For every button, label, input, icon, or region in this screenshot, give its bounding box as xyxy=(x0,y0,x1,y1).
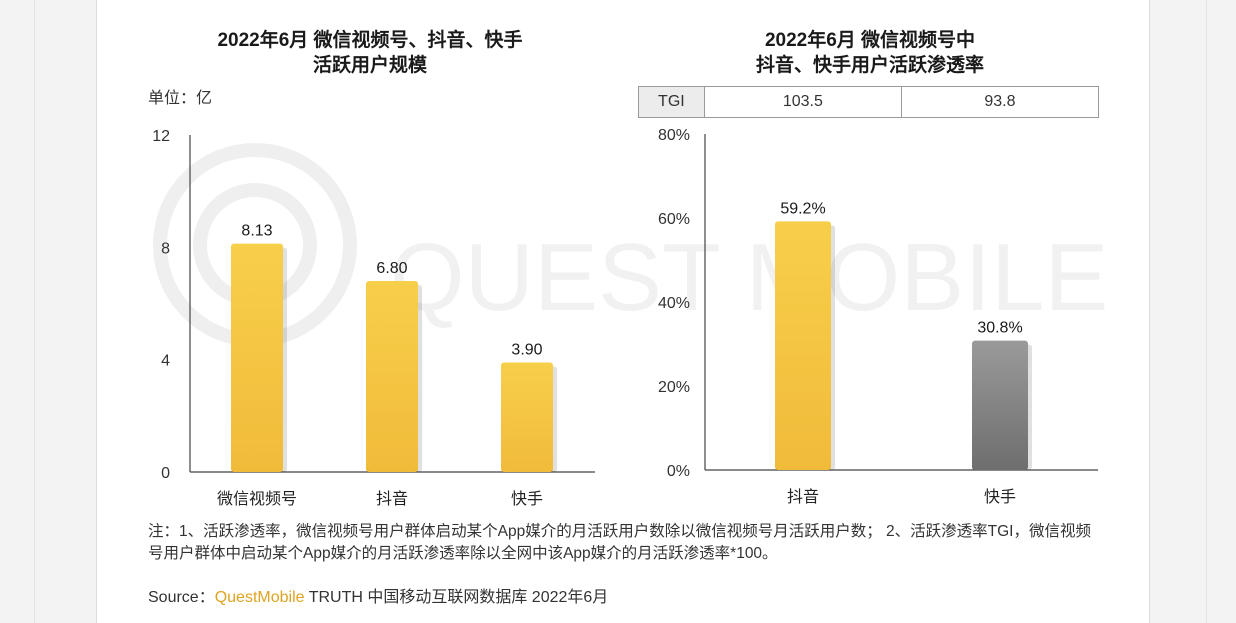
chart1-x-tick-label: 微信视频号 xyxy=(217,490,297,508)
chart1-bar xyxy=(501,362,553,472)
chart2-bar xyxy=(972,340,1028,470)
chart2-bar xyxy=(775,221,831,470)
chart1-unit-label: 单位：亿 xyxy=(148,90,213,107)
chart2-y-tick-label: 60% xyxy=(658,211,690,228)
chart1-data-label: 8.13 xyxy=(241,223,272,240)
chart1-y-tick-label: 0 xyxy=(161,465,170,482)
footnote: 注：1、活跃渗透率，微信视频号用户群体启动某个App媒介的月活跃用户数除以微信视… xyxy=(148,523,1091,562)
page-edge-right xyxy=(1206,0,1207,623)
source-rest: TRUTH 中国移动互联网数据库 2022年6月 xyxy=(304,589,609,606)
chart1-x-tick-label: 快手 xyxy=(511,490,543,508)
tgi-table: TGI 103.5 93.8 xyxy=(638,86,1100,118)
chart1-bar xyxy=(231,243,283,472)
page-edge-left xyxy=(34,0,35,623)
watermark-text: QUEST MOBILE xyxy=(390,224,1108,331)
chart2-y-tick-label: 80% xyxy=(658,127,690,144)
source-prefix: Source： xyxy=(148,589,215,606)
chart1-x-tick-label: 抖音 xyxy=(376,490,408,508)
chart1-y-tick-label: 8 xyxy=(161,240,170,257)
chart1-title-line1: 2022年6月 微信视频号、抖音、快手 xyxy=(217,30,523,51)
chart2-x-tick-label: 快手 xyxy=(984,488,1016,506)
chart1-data-label: 6.80 xyxy=(376,260,407,277)
chart2-x-tick-label: 抖音 xyxy=(787,488,819,506)
chart2-title-line2: 抖音、快手用户活跃渗透率 xyxy=(755,55,984,76)
tgi-value-douyin: 103.5 xyxy=(703,86,902,118)
chart2-y-tick-label: 0% xyxy=(667,463,690,480)
chart1-y-tick-label: 12 xyxy=(152,128,170,145)
chart2-data-label: 59.2% xyxy=(780,200,825,217)
source-line: Source：QuestMobile TRUTH 中国移动互联网数据库 2022… xyxy=(148,583,608,607)
tgi-value-kuaishou: 93.8 xyxy=(900,86,1100,118)
chart2-data-label: 30.8% xyxy=(977,320,1022,337)
chart1-bar xyxy=(366,281,418,472)
chart2-y-tick-label: 40% xyxy=(658,295,690,312)
chart1-data-label: 3.90 xyxy=(511,341,542,358)
chart2-title-line1: 2022年6月 微信视频号中 xyxy=(764,30,976,51)
chart1-y-tick-label: 4 xyxy=(161,353,170,370)
chart1-title-line2: 活跃用户规模 xyxy=(312,55,427,76)
chart1-title: 2022年6月 微信视频号、抖音、快手 活跃用户规模 xyxy=(170,28,570,78)
source-brand: QuestMobile xyxy=(214,589,305,606)
chart2-y-tick-label: 20% xyxy=(658,379,690,396)
chart2-title: 2022年6月 微信视频号中 抖音、快手用户活跃渗透率 xyxy=(680,28,1060,78)
